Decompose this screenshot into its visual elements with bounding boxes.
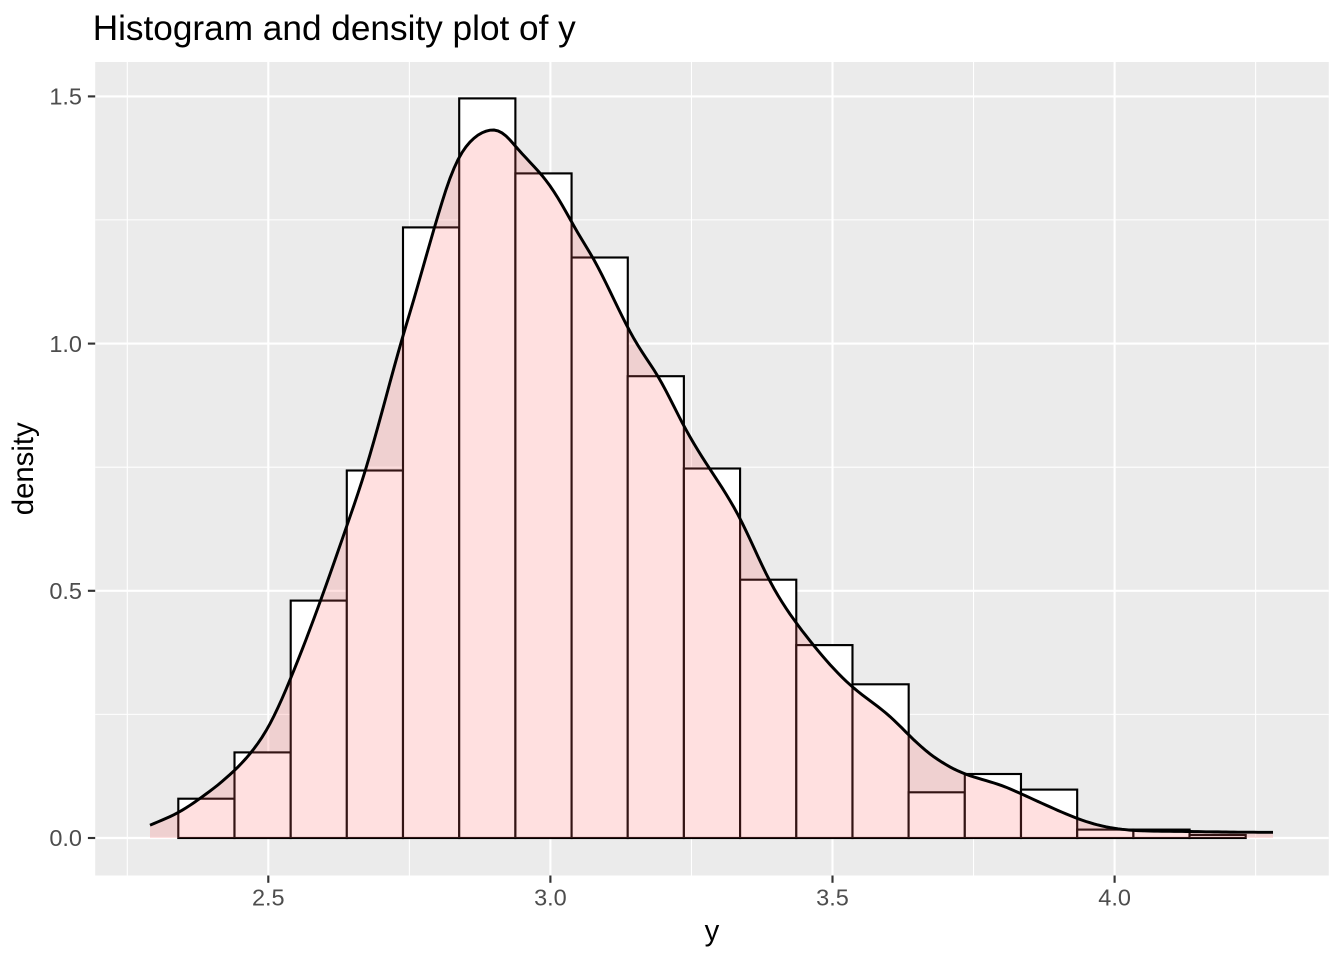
svg-text:Histogram and density plot of: Histogram and density plot of y	[93, 9, 576, 48]
svg-text:1.0: 1.0	[49, 331, 82, 357]
svg-text:0.0: 0.0	[49, 825, 82, 851]
svg-text:3.5: 3.5	[816, 885, 849, 911]
svg-text:3.0: 3.0	[534, 885, 567, 911]
svg-text:2.5: 2.5	[252, 885, 285, 911]
svg-text:density: density	[7, 422, 40, 515]
svg-text:4.0: 4.0	[1098, 885, 1131, 911]
svg-text:y: y	[705, 915, 720, 948]
svg-text:0.5: 0.5	[49, 578, 82, 604]
svg-text:1.5: 1.5	[49, 84, 82, 110]
